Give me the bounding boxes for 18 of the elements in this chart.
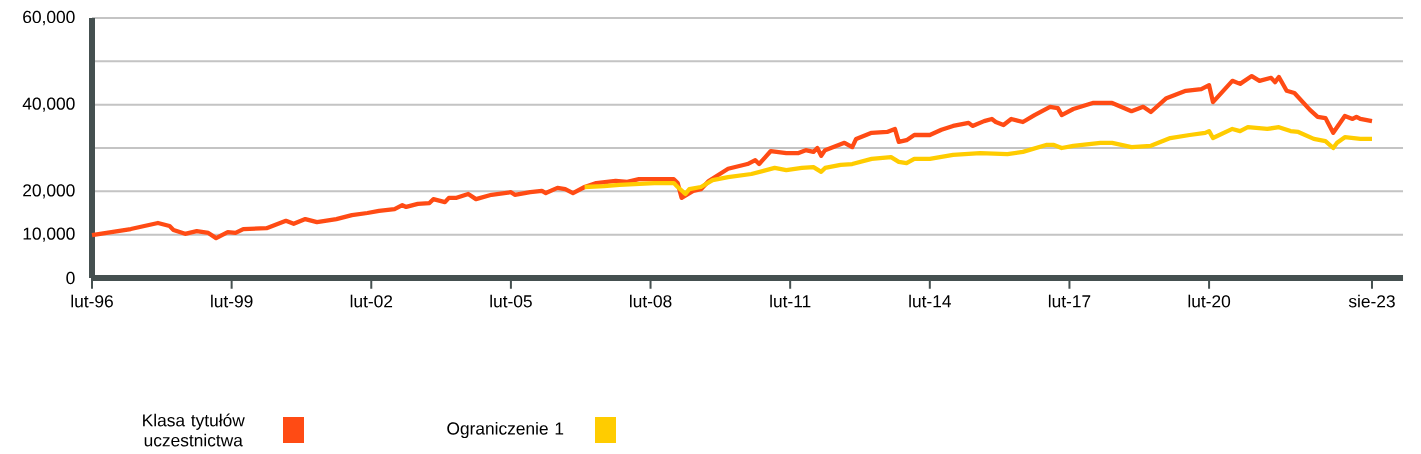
x-tick-label: lut-96 (71, 294, 113, 308)
x-tick-label: lut-08 (630, 294, 672, 308)
x-tick-label: lut-20 (1188, 294, 1231, 308)
x-tick-label: sie-23 (1348, 294, 1395, 308)
x-tick-label: lut-14 (909, 294, 951, 308)
y-tick-label: 0 (66, 271, 75, 285)
x-tick-label: lut-02 (350, 294, 393, 308)
legend-label: Klasa tytułów uczestnictwa (143, 413, 245, 447)
legend-label: Ograniczenie 1 (447, 421, 564, 439)
x-tick-label: lut-17 (1048, 294, 1091, 308)
y-tick-label: 20,000 (23, 184, 75, 199)
x-tick-label: lut-11 (770, 294, 811, 308)
y-tick-label: 40,000 (22, 97, 75, 112)
y-tick-label: 60,000 (23, 10, 75, 26)
line-series (582, 125, 1375, 197)
y-tick-label: 10,000 (23, 227, 75, 242)
x-tick-label: lut-99 (211, 294, 253, 308)
x-tick-label: lut-05 (490, 294, 532, 308)
